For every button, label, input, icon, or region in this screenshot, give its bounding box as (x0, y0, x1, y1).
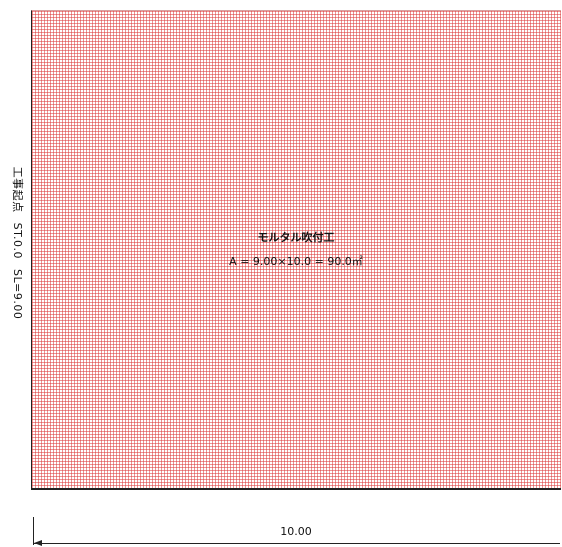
dimension-extension-line (33, 517, 34, 545)
sl-text: SL=9.00 (11, 269, 24, 320)
area-name-label: モルタル吹付工 (257, 231, 335, 244)
start-point-text: 工事起点 (11, 166, 24, 213)
dimension-arrow-icon (34, 540, 42, 546)
dimension-width-label: 10.00 (280, 525, 312, 538)
station-text: ST.0.0 (11, 222, 24, 260)
area-formula-label: A = 9.00×10.0 = 90.0㎡ (229, 255, 363, 268)
start-station-label: 工事起点 ST.0.0 SL=9.00 (11, 166, 24, 320)
dimension-line (34, 543, 560, 544)
mortar-spray-area (31, 10, 561, 490)
